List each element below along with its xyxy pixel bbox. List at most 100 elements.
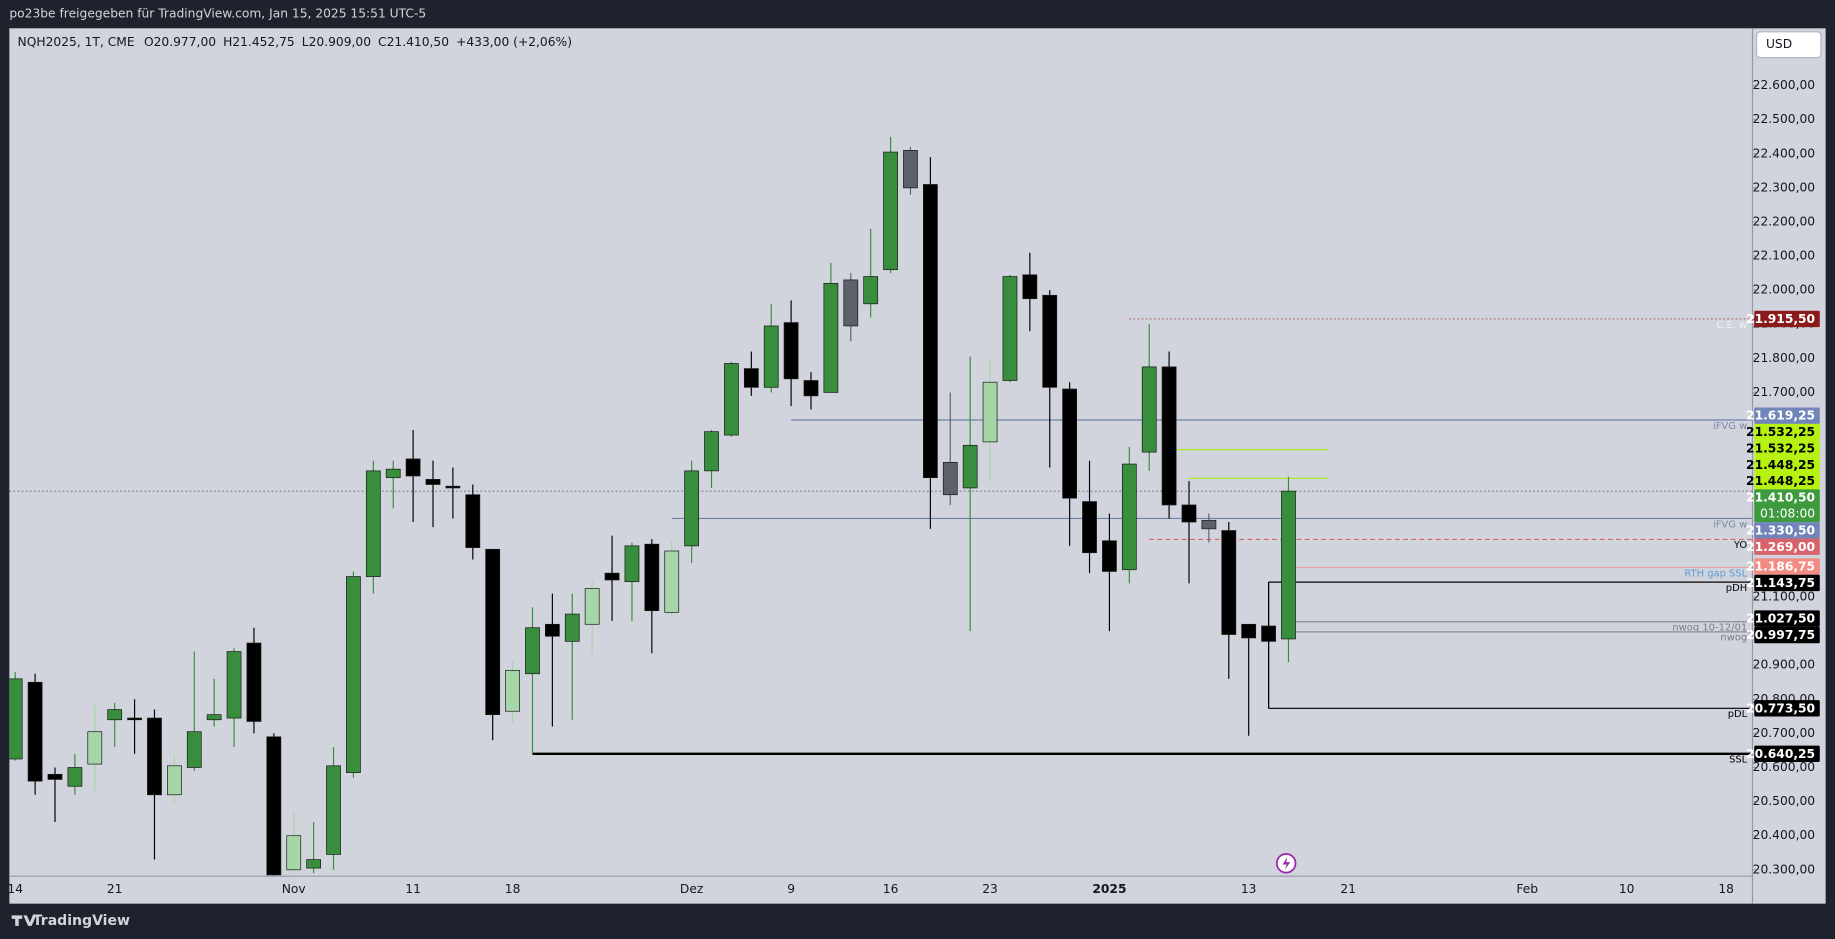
y-tick-label: 22.100,00 <box>1753 249 1815 263</box>
level-name: RTH gap SSL <box>1684 568 1747 579</box>
price-label-box <box>1754 456 1820 473</box>
y-tick-label: 20.700,00 <box>1753 726 1815 740</box>
candle-body <box>27 681 43 782</box>
ohlc-value: O20.977,00 <box>144 35 216 49</box>
price-label: 21.448,25 <box>1746 474 1815 488</box>
candle-body <box>505 669 520 712</box>
candle-body <box>485 548 501 716</box>
candle-body <box>1241 623 1257 639</box>
ohlc-value: L20.909,00 <box>302 35 371 49</box>
candle-body <box>1082 501 1097 554</box>
candle-body <box>923 184 938 479</box>
currency-button[interactable] <box>1756 31 1822 59</box>
price-label: 20.997,75 <box>1746 628 1815 642</box>
candle-body <box>266 736 282 876</box>
level-name: iFVG w <box>1713 519 1747 530</box>
price-label: 21.186,75 <box>1746 560 1815 574</box>
x-tick-label: 14 <box>7 882 23 896</box>
candle-body <box>9 678 23 760</box>
candle-body <box>704 431 719 472</box>
candle-body <box>525 627 540 675</box>
symbol-legend: NQH2025, 1T, CME O20.977,00 H21.452,75 L20… <box>18 35 572 49</box>
candle-body <box>326 765 341 855</box>
price-label-box <box>1754 423 1820 441</box>
currency[interactable]: USD <box>1766 37 1792 51</box>
candle-body <box>206 714 222 721</box>
price-label: 20.773,50 <box>1746 701 1815 715</box>
y-tick-label: 20.900,00 <box>1753 658 1815 672</box>
x-tick-label: 10 <box>1619 882 1635 896</box>
y-tick-label: 22.000,00 <box>1753 283 1815 297</box>
x-tick-label: Dez <box>680 882 703 896</box>
y-tick-label: 22.500,00 <box>1753 112 1815 126</box>
price-label-box <box>1754 522 1820 539</box>
x-tick-label: 16 <box>883 882 899 896</box>
price-label-box <box>1754 558 1820 575</box>
candle-body <box>445 485 461 489</box>
price-label: 21.410,50 <box>1746 491 1815 505</box>
candle-body <box>624 545 640 583</box>
candle-body <box>684 470 700 547</box>
y-tick-label: 22.300,00 <box>1753 180 1815 194</box>
price-label: 21.143,75 <box>1746 576 1815 590</box>
price-label-box <box>1754 700 1820 717</box>
candle-body <box>147 717 162 796</box>
candle-body <box>226 651 242 719</box>
candle-body <box>1042 294 1058 388</box>
candle-body <box>544 623 560 637</box>
level-name: pDL <box>1728 709 1748 720</box>
candle-body <box>1281 490 1296 640</box>
x-tick-label: 18 <box>505 882 521 896</box>
y-tick-label: 21.700,00 <box>1753 385 1815 399</box>
price-label: 21.532,25 <box>1746 425 1815 439</box>
level-name: YO <box>1733 540 1748 551</box>
candle-body <box>843 279 859 327</box>
price-label: 21.532,25 <box>1746 441 1815 455</box>
candle-body <box>1141 366 1157 453</box>
candle-body <box>564 613 580 642</box>
candle-body <box>1062 388 1078 499</box>
x-tick-label: 23 <box>982 882 998 896</box>
candle-body <box>425 479 441 485</box>
candle-body <box>1221 530 1237 635</box>
candle-body <box>903 150 918 189</box>
candle-body <box>803 380 819 397</box>
candle-body <box>1121 463 1137 571</box>
price-label-box <box>1754 489 1820 523</box>
candle-body <box>743 368 759 388</box>
candle-body <box>1161 366 1177 506</box>
x-tick-label: 21 <box>107 882 123 896</box>
level-name: nwog <box>1720 633 1747 644</box>
candle-body <box>942 461 958 496</box>
y-tick-label: 20.500,00 <box>1753 794 1815 808</box>
candle-body <box>1261 625 1276 642</box>
candle-body <box>67 767 83 787</box>
y-tick-label: 21.800,00 <box>1753 351 1815 365</box>
level-name: SSL <box>1729 755 1748 766</box>
ohlc-value: C21.410,50 <box>378 35 449 49</box>
price-label: 21.619,25 <box>1746 409 1815 423</box>
candle-body <box>306 859 322 869</box>
price-label: 21.915,50 <box>1746 312 1815 326</box>
x-tick-label: 13 <box>1241 882 1257 896</box>
candle-body <box>365 470 381 577</box>
price-label: 21.330,50 <box>1746 523 1815 537</box>
brand-logo <box>11 915 37 926</box>
y-tick-label: 20.400,00 <box>1753 828 1815 842</box>
candle-body <box>385 468 401 479</box>
x-tick-label: 18 <box>1718 882 1734 896</box>
price-label-box <box>1754 574 1820 592</box>
price-label-box <box>1754 472 1820 490</box>
price-label-box <box>1754 626 1820 644</box>
price-label-box <box>1754 610 1820 627</box>
y-tick-label: 22.200,00 <box>1753 214 1815 228</box>
candle-body <box>863 276 879 305</box>
candle-body <box>763 325 779 388</box>
candle-body <box>166 765 182 796</box>
x-tick-label: Feb <box>1516 882 1538 896</box>
candle-body <box>664 550 680 613</box>
price-label: 21.269,00 <box>1746 540 1815 554</box>
candle-body <box>127 717 142 721</box>
candle-body <box>1181 504 1197 523</box>
